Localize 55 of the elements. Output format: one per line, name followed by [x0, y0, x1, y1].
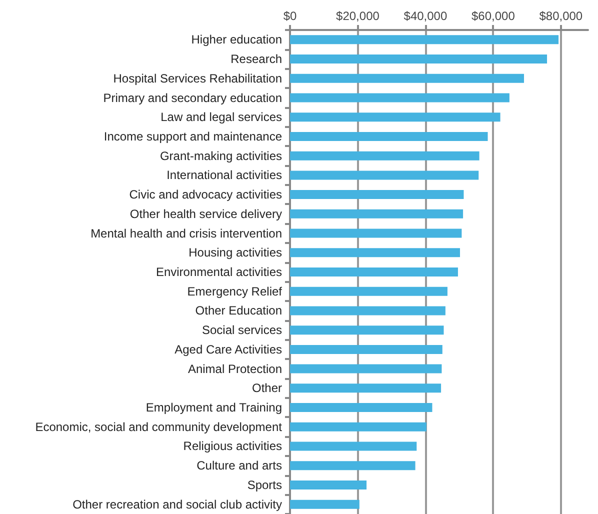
- bar: [290, 190, 464, 200]
- y-tick-label: Culture and arts: [196, 458, 282, 473]
- y-tick-label: Sports: [247, 478, 282, 492]
- bar: [290, 170, 479, 180]
- bar: [290, 500, 360, 509]
- y-tick-label: Other recreation and social club activity: [72, 497, 282, 512]
- x-tick-label: $60,000: [471, 9, 516, 23]
- y-tick-label: Animal Protection: [188, 362, 282, 376]
- y-tick-label: Civic and advocacy activities: [129, 188, 282, 202]
- y-tick-label: Hospital Services Rehabilitation: [113, 71, 282, 86]
- bar: [290, 112, 500, 122]
- x-tick-label: $0: [283, 9, 297, 23]
- bar: [290, 151, 480, 160]
- bar: [290, 228, 462, 238]
- bar: [290, 209, 464, 218]
- y-tick-label: Grant-making activities: [160, 148, 282, 163]
- y-tick-label: Economic, social and community development: [35, 420, 283, 434]
- y-tick-label: Research: [230, 52, 282, 66]
- y-tick-label: Environmental activities: [156, 265, 282, 279]
- bar: [290, 344, 442, 354]
- y-tick-label: Law and legal services: [160, 110, 282, 124]
- bar: [290, 461, 416, 470]
- y-tick-label: Mental health and crisis intervention: [90, 226, 282, 240]
- bar: [290, 286, 448, 296]
- bar: [290, 74, 524, 83]
- y-tick-label: Primary and secondary education: [103, 90, 282, 105]
- y-tick-label: Other: [252, 381, 282, 396]
- bar: [290, 364, 442, 374]
- bar: [290, 306, 446, 316]
- bar: [290, 93, 510, 102]
- x-tick-label: $40,000: [404, 9, 448, 23]
- x-tick-label: $20,000: [336, 9, 380, 23]
- bar: [290, 54, 548, 64]
- y-tick-label: Income support and maintenance: [104, 129, 282, 144]
- y-tick-label: Other Education: [195, 304, 282, 318]
- bar: [290, 132, 488, 141]
- y-tick-label: International activities: [166, 168, 282, 182]
- y-tick-label: Housing activities: [188, 246, 282, 260]
- bar: [290, 480, 367, 490]
- y-tick-label: Employment and Training: [146, 400, 282, 415]
- bar: [290, 403, 432, 412]
- y-tick-label: Aged Care Activities: [174, 342, 282, 356]
- bar: [290, 268, 458, 276]
- y-tick-label: Religious activities: [183, 439, 282, 454]
- bar: [290, 248, 460, 258]
- bar: [290, 422, 426, 432]
- bar: [290, 326, 444, 335]
- bar: [290, 384, 442, 393]
- y-tick-label: Social services: [202, 323, 282, 338]
- y-tick-label: Other health service delivery: [130, 206, 282, 221]
- y-tick-label: Higher education: [191, 32, 282, 47]
- bar: [290, 442, 417, 451]
- x-tick-label: $80,000: [539, 9, 583, 23]
- y-tick-label: Emergency Relief: [187, 284, 283, 298]
- bar: [290, 35, 559, 44]
